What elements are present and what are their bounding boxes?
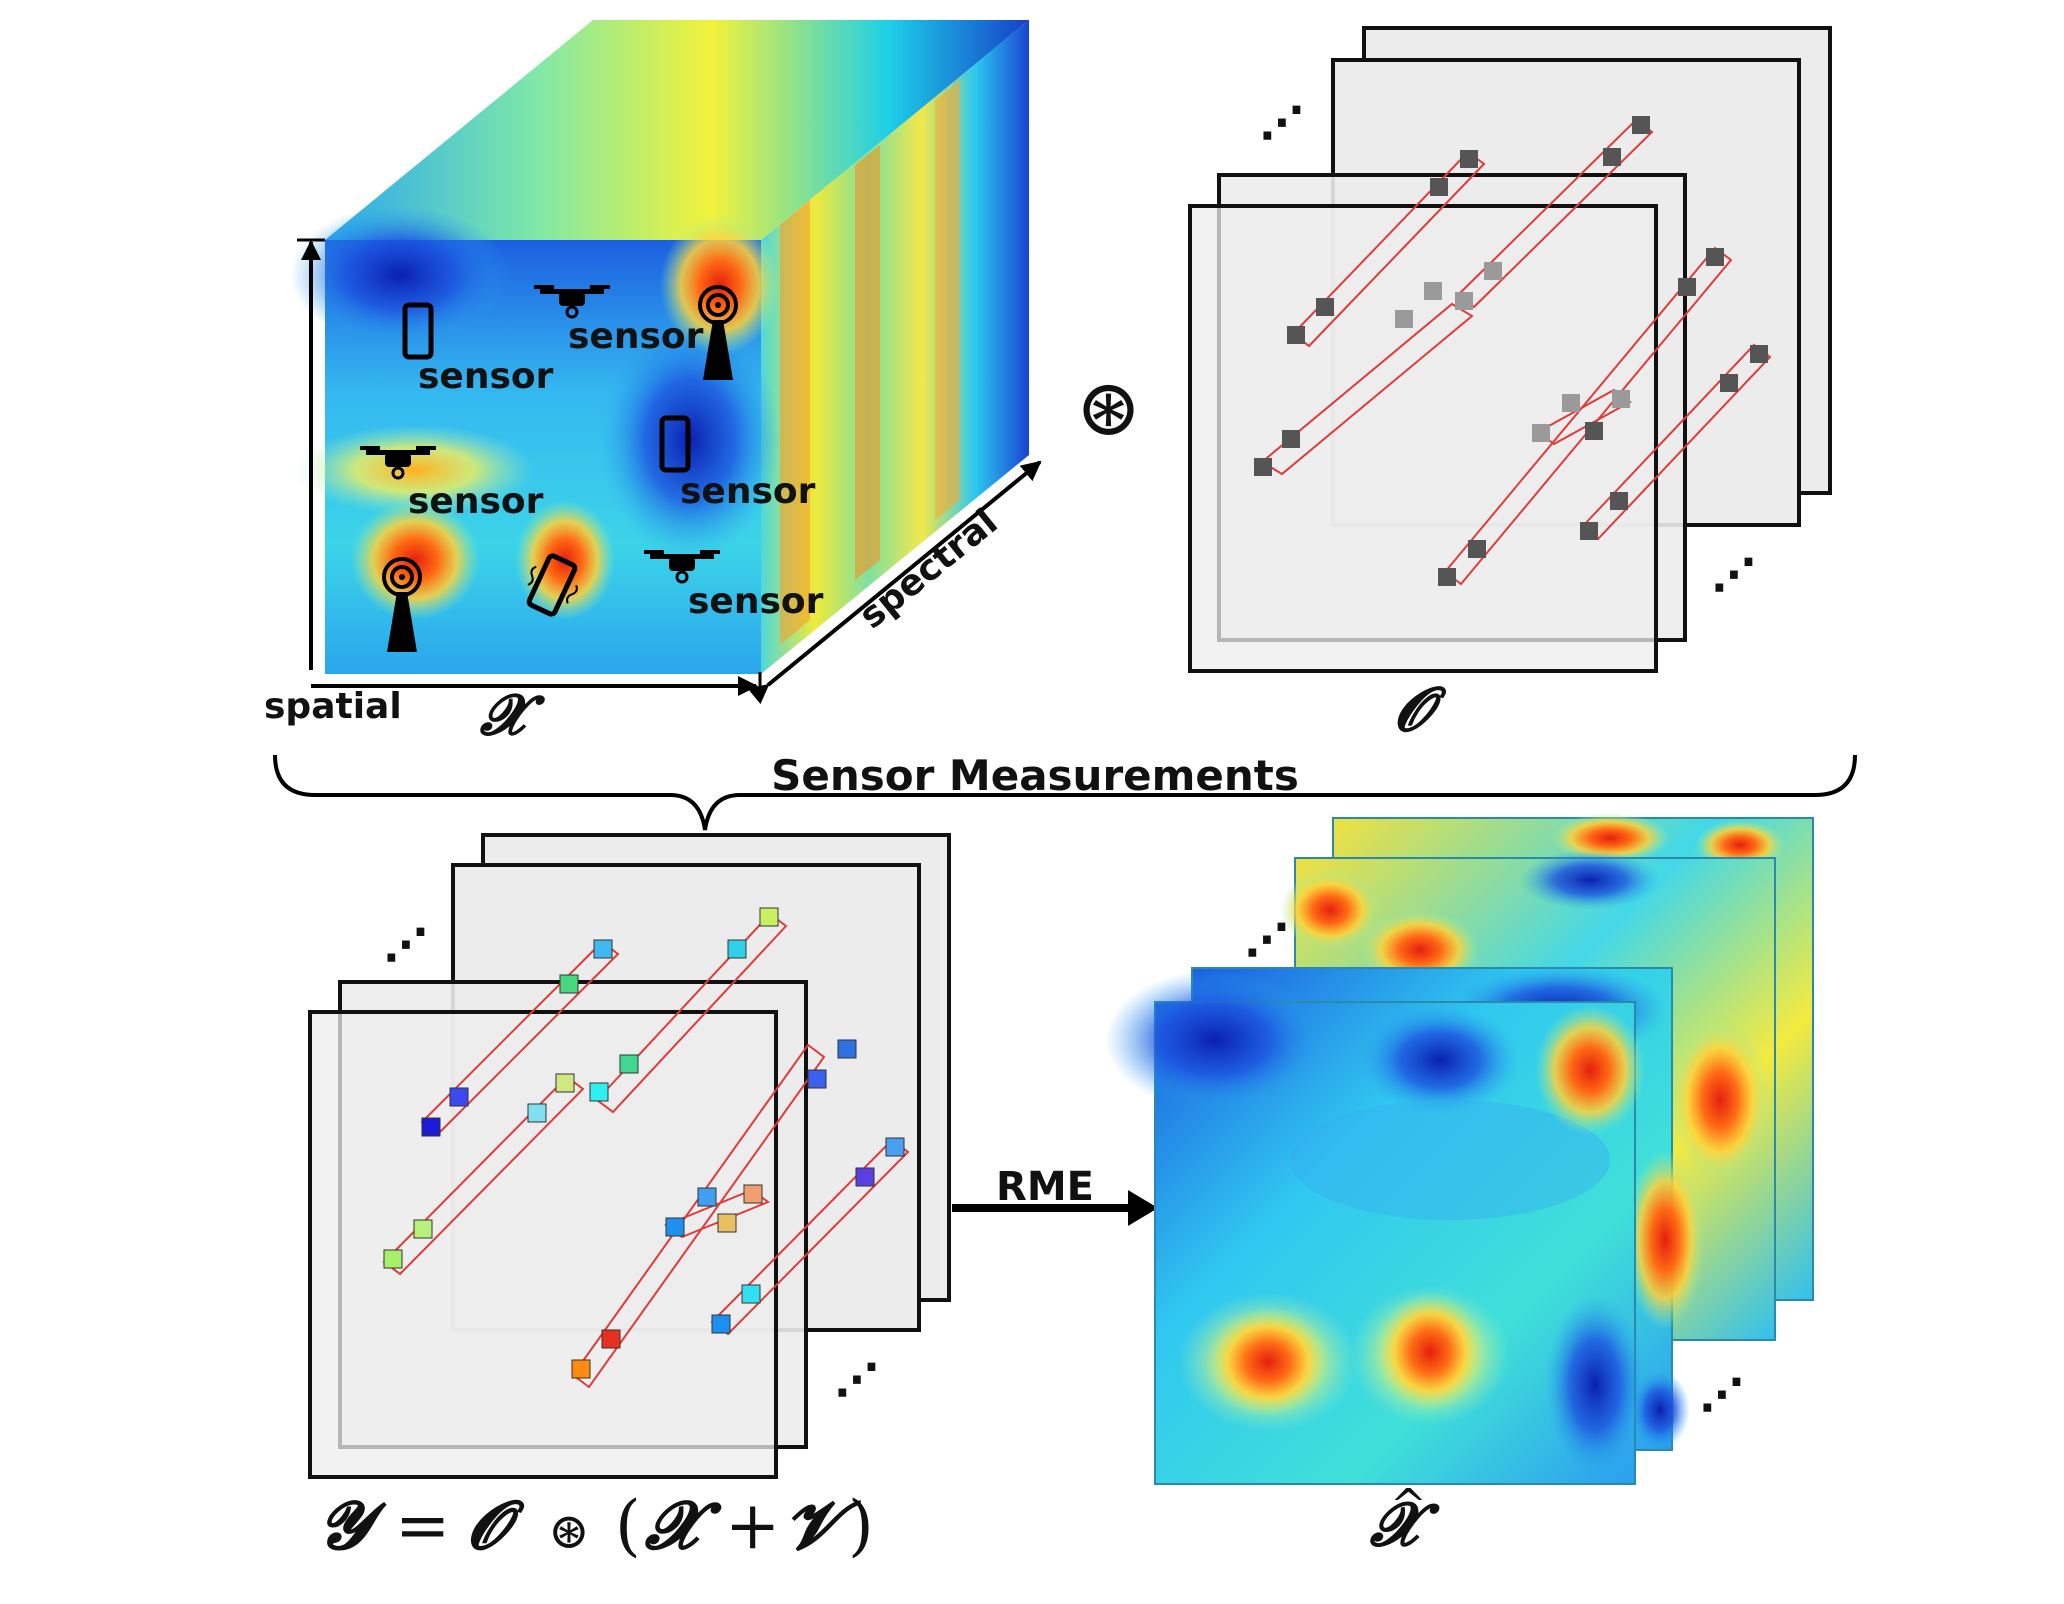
equation-x-symbol: 𝓧 xyxy=(644,1486,722,1564)
estimated-radio-maps xyxy=(1105,813,1814,1485)
ellipsis-bottom-right: ⋰ xyxy=(835,1355,879,1406)
ellipsis-top-left: ⋰ xyxy=(384,920,428,971)
equation-equals: = xyxy=(395,1487,450,1564)
tensor-x-symbol: 𝓧 xyxy=(479,682,546,748)
drone-icon xyxy=(644,550,720,584)
sensor-phone-1: sensor xyxy=(402,302,554,397)
estimate-x-hat-symbol: ^ 𝓧 xyxy=(1369,1480,1440,1560)
equation-y-symbol: 𝓨 xyxy=(318,1486,387,1564)
mask-faded-cells xyxy=(1395,262,1630,442)
spatial-label: spatial xyxy=(264,686,402,727)
circled-asterisk-operator: ⊛ xyxy=(1075,361,1142,454)
ellipsis-top-left: ⋰ xyxy=(1245,915,1289,966)
equation-plus: + xyxy=(725,1487,780,1564)
equation-right-paren: ) xyxy=(848,1487,874,1564)
rme-label: RME xyxy=(996,1164,1094,1210)
equation-left-paren: ( xyxy=(615,1487,641,1564)
drone-icon xyxy=(534,285,610,319)
cube-top-face xyxy=(325,20,1029,240)
phone-icon xyxy=(402,302,434,360)
estimate-x-symbol: 𝓧 xyxy=(1369,1490,1440,1560)
sensor-drone-1: sensor xyxy=(534,285,704,357)
measurement-tensor-stack xyxy=(308,833,951,1479)
spatial-axis: spatial xyxy=(264,238,762,727)
transmitter-phone xyxy=(526,553,578,617)
sensor-label: sensor xyxy=(688,581,824,622)
ellipsis-top-left: ⋰ xyxy=(1260,98,1304,149)
estimate-slice-1 xyxy=(1105,970,1645,1485)
hat-accent: ^ xyxy=(1390,1480,1427,1531)
ellipsis-bottom-right: ⋰ xyxy=(1712,550,1756,601)
vibrating-phone-icon xyxy=(526,553,578,617)
equation-o-symbol: 𝓞 xyxy=(468,1486,525,1564)
equation-operator: ⊛ xyxy=(548,1502,590,1560)
brace-title: Sensor Measurements xyxy=(771,751,1299,800)
transmitter-tower-2 xyxy=(382,557,422,652)
sensor-label: sensor xyxy=(408,481,544,522)
phone-icon xyxy=(659,415,691,473)
mask-tensor-stack xyxy=(1188,26,1832,673)
sensor-label: sensor xyxy=(418,356,554,397)
measurement-observed-cells xyxy=(383,907,905,1379)
sensor-drone-2: sensor xyxy=(360,446,544,522)
drone-icon xyxy=(360,446,436,480)
mask-observed-cells xyxy=(1254,116,1768,586)
ellipsis-bottom-right: ⋰ xyxy=(1700,1370,1744,1421)
sensor-label: sensor xyxy=(568,316,704,357)
transmitter-tower-1 xyxy=(698,285,738,380)
measurement-equation: 𝓨 = 𝓞 ⊛ ( 𝓧 + 𝓥 ) xyxy=(318,1486,874,1564)
sensor-label: sensor xyxy=(680,471,816,512)
mask-o-symbol: 𝓞 xyxy=(1395,675,1447,745)
tower-icon xyxy=(387,592,417,652)
sensor-measurements-brace: Sensor Measurements xyxy=(273,751,1857,831)
tower-icon xyxy=(703,320,733,380)
rme-arrow: RME xyxy=(952,1164,1158,1226)
